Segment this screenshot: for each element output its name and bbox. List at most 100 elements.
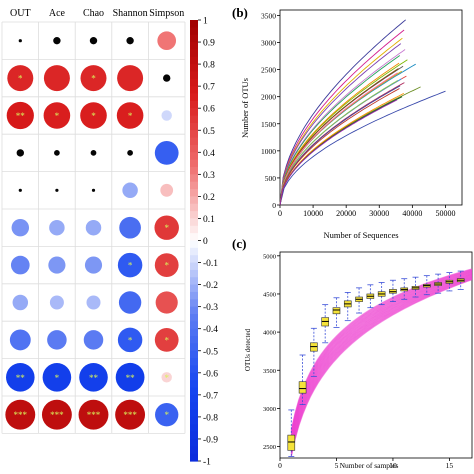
- column-header: Shannon: [113, 8, 148, 19]
- panel-label-b: (b): [232, 5, 248, 20]
- box: [287, 434, 296, 451]
- rarefaction-curve: [279, 90, 446, 206]
- colorbar-segment: [190, 152, 198, 161]
- colorbar-tick-label: -1: [203, 458, 211, 468]
- box: [332, 307, 341, 315]
- colorbar-segment: [190, 372, 198, 381]
- correlation-circle: [43, 65, 70, 92]
- significance-marker: *: [55, 373, 60, 383]
- x-tick-label: 5: [335, 461, 339, 470]
- colorbar-segment: [190, 42, 198, 50]
- colorbar-segment: [190, 431, 198, 440]
- colorbar-tick-label: 0.5: [203, 127, 215, 137]
- y-tick-label: 1000: [261, 147, 276, 156]
- correlation-circle: [41, 399, 72, 430]
- colorbar-segment: [190, 137, 198, 146]
- significance-marker: *: [128, 261, 133, 271]
- rarefaction-curve: [279, 55, 401, 206]
- correlation-circle: [91, 188, 96, 192]
- correlation-circle: [49, 295, 64, 310]
- accumulation-boxplot-panel: (c) 0 5 10 15 2500 3000 3500 4000 4500 5000 Numbe…: [232, 236, 473, 470]
- colorbar-tick-label: 0.9: [203, 39, 215, 49]
- significance-marker: ***: [14, 410, 28, 420]
- colorbar-segment: [190, 115, 198, 124]
- x-tick-label: 30000: [369, 209, 389, 218]
- colorbar-segment: [190, 27, 198, 36]
- correlation-circle: [115, 399, 146, 430]
- colorbar-segment: [190, 225, 198, 234]
- colorbar-segment: [190, 71, 198, 80]
- correlation-circle: [9, 329, 31, 351]
- rarefaction-curve: [279, 19, 406, 206]
- correlation-circle: [89, 37, 98, 45]
- x-tick-label: 10: [389, 461, 397, 470]
- colorbar-tick-label: 0.4: [203, 149, 215, 159]
- y-tick-label: 2000: [261, 93, 276, 102]
- colorbar-segment: [190, 299, 198, 308]
- colorbar-segment: [190, 328, 198, 337]
- significance-marker: *: [18, 74, 23, 84]
- colorbar-segment: [190, 233, 198, 242]
- y-tick-label: 0: [272, 201, 276, 210]
- accumulation-curve: [290, 268, 473, 431]
- panel-label-c: (c): [232, 236, 246, 251]
- significance-marker: *: [164, 261, 169, 271]
- colorbar-segment: [190, 262, 198, 271]
- correlation-circle: [48, 256, 66, 274]
- colorbar-segment: [190, 446, 198, 455]
- rarefaction-curve: [279, 29, 405, 206]
- colorbar-segment: [190, 365, 198, 374]
- colorbar-segment: [190, 358, 198, 367]
- box: [298, 381, 307, 394]
- colorbar-segment: [190, 306, 198, 315]
- x-tick-label: 0: [278, 209, 282, 218]
- correlation-circle: [85, 219, 102, 236]
- column-header: Simpson: [149, 8, 184, 19]
- correlation-circle: [12, 294, 29, 311]
- colorbar-segment: [190, 277, 198, 286]
- colorbar-segment: [190, 144, 198, 153]
- colorbar-segment: [190, 218, 198, 227]
- x-tick-label: 20000: [336, 209, 356, 218]
- column-header: OUT: [10, 8, 31, 19]
- correlation-circle: [115, 362, 145, 392]
- correlation-circle: [154, 328, 179, 352]
- correlation-circle: [117, 65, 144, 92]
- column-headers: OUT Ace Chao Shannon Simpson: [10, 8, 184, 19]
- significance-marker: *: [128, 335, 133, 345]
- y-tick-label: 3000: [261, 39, 276, 48]
- colorbar-segment: [190, 78, 198, 87]
- correlation-circle: [155, 403, 179, 427]
- colorbar-segment: [190, 314, 198, 322]
- correlation-circle: [42, 363, 72, 392]
- correlation-circle: [43, 102, 71, 129]
- y-tick-label: 5000: [263, 253, 276, 260]
- colorbar-segment: [190, 438, 198, 447]
- y-axis-label: OTUs detected: [244, 328, 252, 371]
- x-tick-label: 10000: [303, 209, 323, 218]
- colorbar-segment: [190, 453, 198, 462]
- significance-marker: *: [128, 111, 133, 121]
- correlation-circle: [18, 39, 22, 43]
- colorbar-segment: [190, 56, 198, 65]
- colorbar-segment: [190, 64, 198, 73]
- rarefaction-curve: [279, 62, 400, 206]
- colorbar-tick-label: -0.4: [203, 325, 218, 335]
- significance-marker: **: [89, 373, 99, 383]
- colorbar-tick-label: 0.7: [203, 83, 215, 93]
- colorbar-segment: [190, 240, 198, 249]
- colorbar-segment: [190, 321, 198, 330]
- matrix-cells: * *** * * *** ** *** * ** ** **** *** *** *** *: [5, 31, 179, 430]
- colorbar-segment: [190, 255, 198, 264]
- correlation-circle: [161, 110, 172, 121]
- correlation-circle: [117, 327, 143, 353]
- x-tick-label: 15: [446, 461, 454, 470]
- rarefaction-curve: [279, 85, 401, 206]
- colorbar-tick-label: -0.9: [203, 435, 218, 445]
- rarefaction-curve: [279, 99, 398, 206]
- x-tick-label: 50000: [435, 209, 455, 218]
- colorbar-tick-label: 1: [203, 17, 208, 27]
- correlation-circle: [160, 183, 174, 197]
